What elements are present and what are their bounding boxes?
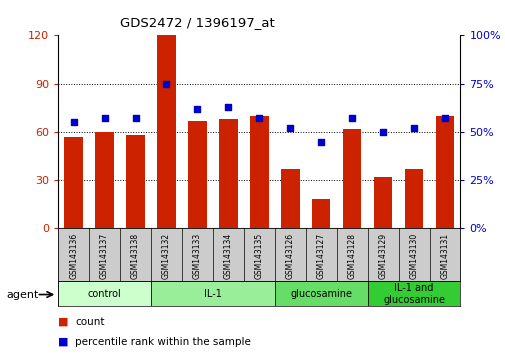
Text: GSM143128: GSM143128 (347, 233, 356, 279)
Text: GSM143129: GSM143129 (378, 233, 387, 279)
Bar (249, 116, 268, 228)
Bar (64, 137, 83, 228)
Bar (404, 169, 423, 228)
Text: GSM143131: GSM143131 (440, 233, 448, 279)
Point (70, 119, 78, 125)
Bar (150, 281, 274, 306)
Text: glucosamine: glucosamine (290, 289, 351, 299)
Point (224, 104, 232, 110)
Bar (280, 169, 299, 228)
Bar (219, 119, 237, 228)
Bar (126, 135, 144, 228)
Point (378, 129, 386, 135)
Point (255, 115, 263, 121)
Bar (311, 199, 330, 228)
Point (100, 115, 109, 121)
Text: GSM143138: GSM143138 (131, 233, 140, 279)
Text: ■: ■ (58, 337, 69, 347)
Text: GSM143127: GSM143127 (316, 233, 325, 279)
Point (440, 115, 448, 121)
Bar (435, 116, 453, 228)
Point (286, 125, 294, 131)
Point (193, 106, 201, 112)
Bar (157, 35, 175, 228)
Point (317, 139, 325, 144)
Text: GSM143135: GSM143135 (255, 233, 263, 279)
Point (409, 125, 417, 131)
Bar (58, 281, 150, 306)
Bar (373, 177, 391, 228)
Text: IL-1 and
glucosamine: IL-1 and glucosamine (382, 283, 444, 305)
Text: GDS2472 / 1396197_at: GDS2472 / 1396197_at (120, 16, 274, 29)
Text: GSM143133: GSM143133 (192, 233, 201, 279)
Point (162, 81, 170, 86)
Bar (342, 129, 361, 228)
Bar (188, 121, 207, 228)
Text: GSM143136: GSM143136 (69, 233, 78, 279)
Text: GSM143132: GSM143132 (162, 233, 171, 279)
Text: ■: ■ (58, 317, 69, 327)
Text: percentile rank within the sample: percentile rank within the sample (75, 337, 250, 347)
Point (131, 115, 139, 121)
Text: IL-1: IL-1 (204, 289, 221, 299)
Text: GSM143126: GSM143126 (285, 233, 294, 279)
Text: control: control (87, 289, 121, 299)
Bar (367, 281, 460, 306)
Text: agent: agent (7, 290, 39, 299)
Point (347, 115, 356, 121)
Text: GSM143130: GSM143130 (409, 233, 418, 279)
Bar (274, 281, 367, 306)
Text: GSM143137: GSM143137 (100, 233, 109, 279)
Text: GSM143134: GSM143134 (223, 233, 232, 279)
Bar (95, 132, 114, 228)
Text: count: count (75, 317, 104, 327)
